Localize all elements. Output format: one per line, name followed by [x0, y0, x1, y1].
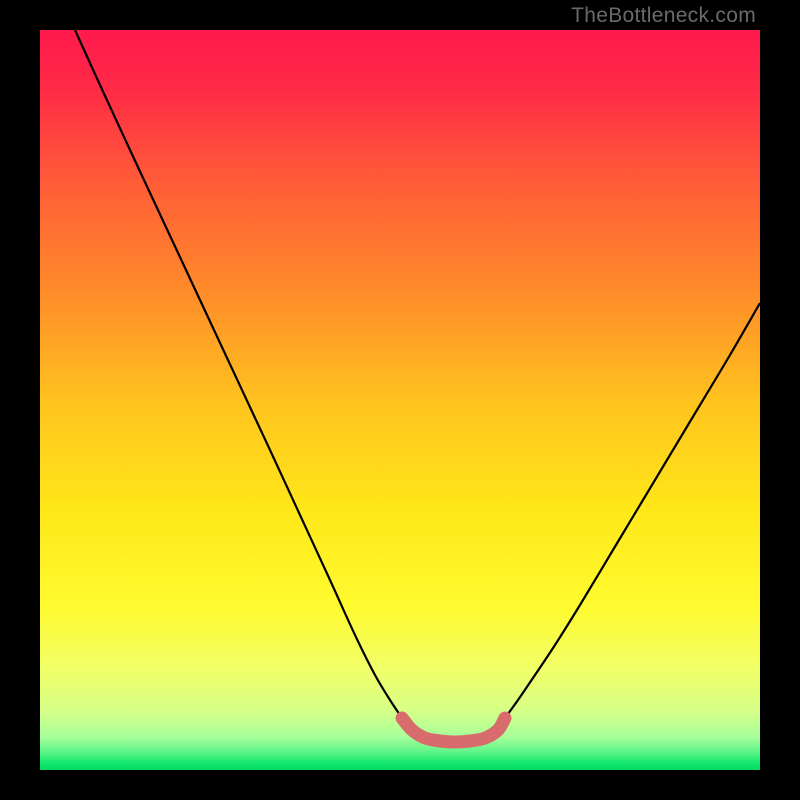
- border-left: [0, 0, 40, 800]
- curve-trough-highlight: [402, 718, 505, 742]
- border-right: [760, 0, 800, 800]
- curve-left-branch: [75, 30, 402, 718]
- curve-layer: [0, 0, 800, 800]
- border-bottom: [0, 770, 800, 800]
- curve-right-branch: [505, 303, 760, 718]
- chart-canvas: TheBottleneck.com: [0, 0, 800, 800]
- watermark-text: TheBottleneck.com: [571, 4, 756, 28]
